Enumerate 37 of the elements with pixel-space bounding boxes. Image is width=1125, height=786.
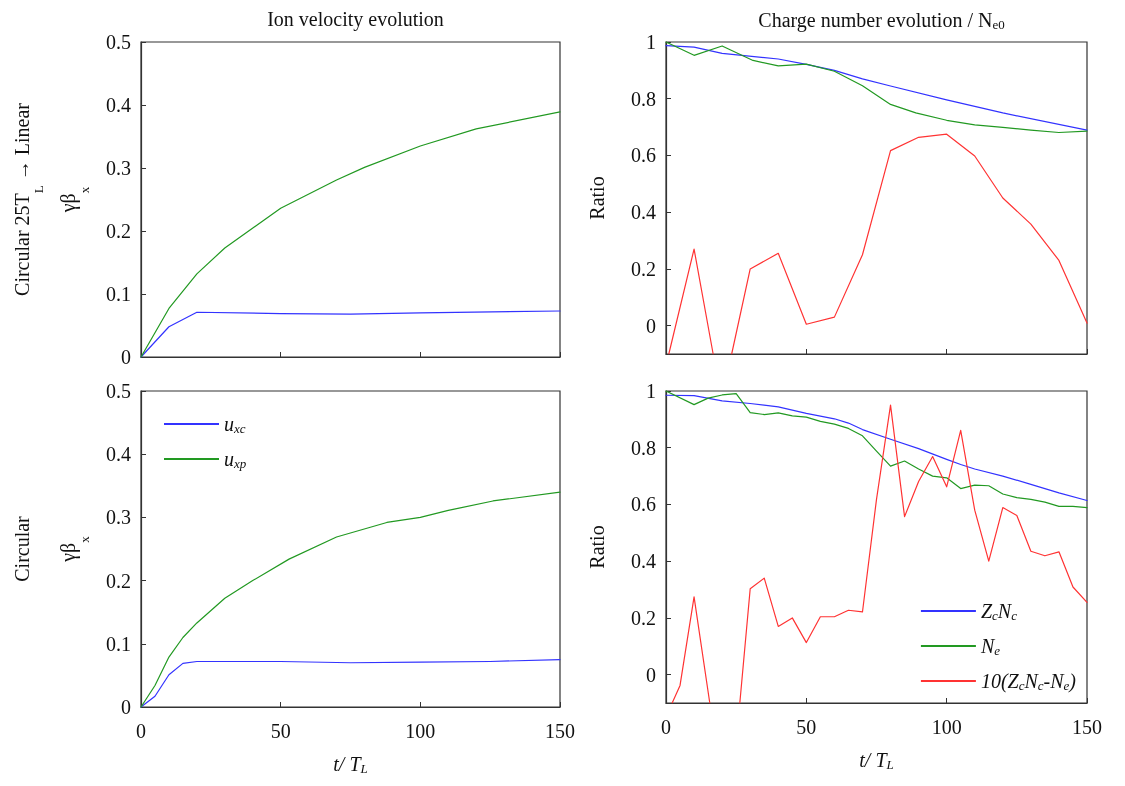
y-tick-label: 0.1 xyxy=(106,283,131,305)
y-tick-label: 0.4 xyxy=(631,201,656,224)
y-tick-label: 0.6 xyxy=(631,144,656,167)
x-tick-label: 150 xyxy=(545,720,575,742)
y-tick-label: 0.2 xyxy=(631,257,656,280)
y-tick-label: 0.3 xyxy=(106,506,131,529)
x-tick-label: 50 xyxy=(796,716,817,738)
x-tick-label: 150 xyxy=(1072,716,1102,738)
y-tick-label: 0.8 xyxy=(631,87,656,110)
y-tick-label: 0 xyxy=(121,346,131,368)
y-tick-label: 0.4 xyxy=(106,443,131,466)
y-tick-label: 0 xyxy=(646,314,656,337)
y-tick-label: 0.1 xyxy=(106,632,131,655)
y-tick-label: 0.5 xyxy=(106,31,131,53)
y-tick-label: 0.5 xyxy=(106,380,131,402)
chart-title: Ion velocity evolution xyxy=(267,8,444,31)
y-tick-label: 1 xyxy=(646,31,656,53)
x-tick-label: 50 xyxy=(270,720,291,742)
y-tick-label: 0.4 xyxy=(631,550,656,573)
y-tick-label: 0 xyxy=(121,696,131,718)
y-tick-label: 0.2 xyxy=(631,606,656,629)
y-tick-label: 0 xyxy=(646,663,656,686)
y-tick-label: 0.2 xyxy=(106,569,131,592)
y-tick-label: 0.3 xyxy=(106,157,131,179)
text: Circular γβx xyxy=(11,516,92,582)
y-axis-title: Ratio xyxy=(586,176,609,220)
x-tick-label: 0 xyxy=(136,720,146,742)
x-tick-label: 100 xyxy=(405,720,436,742)
y-tick-label: 0.8 xyxy=(631,436,656,459)
text: Circular 25TL → Linear γβx xyxy=(11,103,92,296)
y-tick-label: 0.6 xyxy=(631,493,656,516)
y-tick-label: 0.2 xyxy=(106,220,131,242)
y-axis-title: Ratio xyxy=(586,525,609,569)
y-tick-label: 1 xyxy=(646,380,656,402)
y-tick-label: 0.4 xyxy=(106,94,131,116)
x-tick-label: 0 xyxy=(661,716,671,738)
x-tick-label: 100 xyxy=(931,716,962,738)
